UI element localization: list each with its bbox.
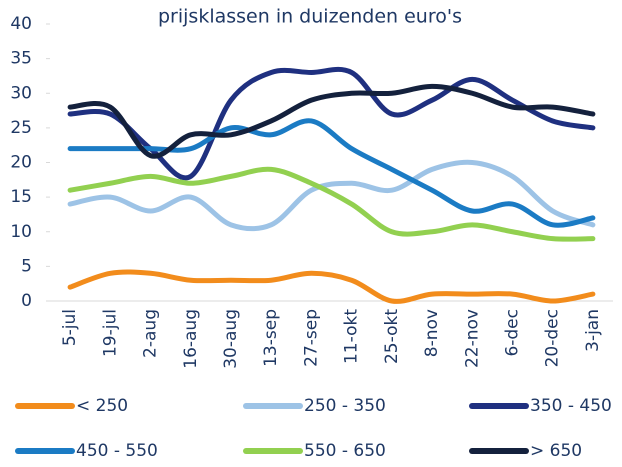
legend-label: 350 - 450 — [530, 396, 612, 416]
y-tick-label: 20 — [10, 153, 32, 173]
series-line — [67, 83, 596, 159]
x-tick-label: 8-nov — [422, 309, 442, 357]
x-tick-label: 19-jul — [100, 309, 120, 357]
x-tick-label: 25-okt — [382, 309, 402, 364]
x-tick-label: 20-dec — [543, 309, 563, 367]
y-tick-label: 25 — [10, 118, 32, 138]
series-line — [67, 66, 596, 181]
legend-label: > 650 — [530, 441, 582, 461]
y-tick-label: 30 — [10, 83, 32, 103]
y-tick-label: 10 — [10, 222, 32, 242]
x-tick-label: 27-sep — [301, 309, 321, 367]
x-tick-label: 2-aug — [141, 309, 161, 358]
legend-label: < 250 — [76, 396, 128, 416]
chart-title: prijsklassen in duizenden euro's — [158, 6, 462, 28]
y-tick-label: 0 — [21, 291, 32, 311]
x-tick-label: 11-okt — [342, 309, 362, 364]
x-tick-label: 3-jan — [583, 309, 603, 352]
y-tick-label: 40 — [10, 14, 32, 34]
y-tick-label: 35 — [10, 49, 32, 69]
legend-label: 550 - 650 — [304, 441, 386, 461]
y-tick-label: 5 — [21, 256, 32, 276]
legend-label: 450 - 550 — [76, 441, 158, 461]
series-line — [67, 166, 596, 242]
legend-label: 250 - 350 — [304, 396, 386, 416]
x-tick-label: 5-jul — [60, 309, 80, 346]
x-tick-label: 13-sep — [261, 309, 281, 367]
series-line — [67, 159, 596, 232]
x-tick-label: 22-nov — [462, 309, 482, 368]
y-tick-label: 15 — [10, 187, 32, 207]
series-line — [67, 269, 596, 304]
x-tick-label: 16-aug — [181, 309, 201, 369]
series-line — [67, 118, 596, 228]
x-tick-label: 30-aug — [221, 309, 241, 369]
x-tick-label: 6-dec — [502, 309, 522, 357]
